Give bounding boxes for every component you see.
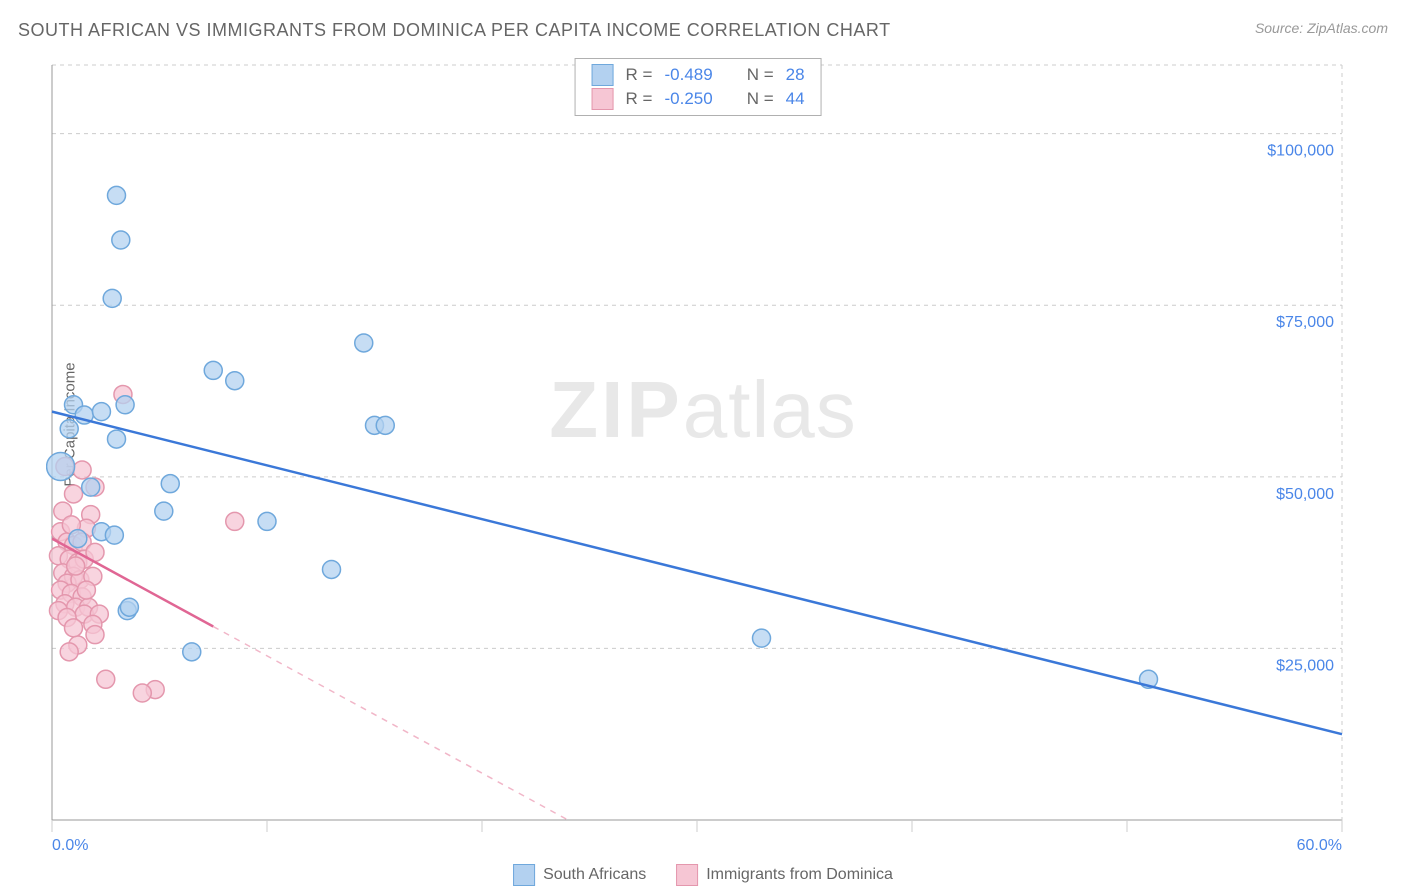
data-point bbox=[120, 598, 138, 616]
stat-r-label: R = bbox=[620, 87, 659, 111]
data-point bbox=[86, 626, 104, 644]
chart-source: Source: ZipAtlas.com bbox=[1255, 20, 1388, 36]
stats-row: R =-0.489 N =28 bbox=[586, 63, 811, 87]
legend-swatch bbox=[592, 64, 614, 86]
stats-table: R =-0.489 N =28 R =-0.250 N =44 bbox=[586, 63, 811, 111]
y-tick-label: $50,000 bbox=[1276, 486, 1334, 503]
data-point bbox=[108, 430, 126, 448]
stat-r-value: -0.489 bbox=[658, 63, 718, 87]
data-point bbox=[65, 485, 83, 503]
data-point bbox=[97, 670, 115, 688]
legend-swatch bbox=[676, 864, 698, 886]
data-point bbox=[92, 403, 110, 421]
data-point bbox=[82, 478, 100, 496]
bottom-legend: South Africans Immigrants from Dominica bbox=[513, 864, 893, 886]
data-point bbox=[60, 420, 78, 438]
data-point bbox=[77, 581, 95, 599]
data-point bbox=[376, 416, 394, 434]
legend-label: South Africans bbox=[543, 866, 646, 883]
data-point bbox=[47, 453, 75, 481]
legend-item: South Africans bbox=[513, 864, 646, 886]
data-point bbox=[226, 372, 244, 390]
legend-swatch bbox=[592, 88, 614, 110]
stats-legend-box: R =-0.489 N =28 R =-0.250 N =44 bbox=[575, 58, 822, 116]
data-point bbox=[258, 512, 276, 530]
data-point bbox=[112, 231, 130, 249]
data-point bbox=[103, 289, 121, 307]
trend-line-dashed bbox=[213, 627, 568, 820]
stat-n-value: 28 bbox=[780, 63, 811, 87]
legend-swatch bbox=[513, 864, 535, 886]
trend-line bbox=[52, 412, 1342, 735]
x-tick-label: 0.0% bbox=[52, 837, 88, 850]
data-point bbox=[108, 186, 126, 204]
chart-container: SOUTH AFRICAN VS IMMIGRANTS FROM DOMINIC… bbox=[0, 0, 1406, 892]
data-point bbox=[73, 461, 91, 479]
data-point bbox=[133, 684, 151, 702]
data-point bbox=[226, 512, 244, 530]
data-point bbox=[69, 530, 87, 548]
data-point bbox=[355, 334, 373, 352]
x-tick-label: 60.0% bbox=[1297, 837, 1342, 850]
stat-n-label: N = bbox=[741, 87, 780, 111]
stats-row: R =-0.250 N =44 bbox=[586, 87, 811, 111]
data-point bbox=[105, 526, 123, 544]
legend-item: Immigrants from Dominica bbox=[676, 864, 893, 886]
data-point bbox=[161, 475, 179, 493]
scatter-chart: $25,000 $50,000 $75,000 $100,000 0.0% 60.0% bbox=[46, 50, 1386, 850]
data-point bbox=[204, 361, 222, 379]
legend-label: Immigrants from Dominica bbox=[706, 866, 893, 883]
stat-n-label: N = bbox=[741, 63, 780, 87]
stat-r-label: R = bbox=[620, 63, 659, 87]
data-point bbox=[116, 396, 134, 414]
data-point bbox=[183, 643, 201, 661]
y-tick-label: $75,000 bbox=[1276, 314, 1334, 331]
data-point bbox=[753, 629, 771, 647]
data-point bbox=[67, 557, 85, 575]
chart-title: SOUTH AFRICAN VS IMMIGRANTS FROM DOMINIC… bbox=[18, 20, 891, 41]
stat-n-value: 44 bbox=[780, 87, 811, 111]
data-point bbox=[65, 619, 83, 637]
y-tick-label: $25,000 bbox=[1276, 657, 1334, 674]
data-point bbox=[323, 560, 341, 578]
data-point bbox=[60, 643, 78, 661]
data-point bbox=[155, 502, 173, 520]
y-tick-label: $100,000 bbox=[1267, 143, 1334, 160]
stat-r-value: -0.250 bbox=[658, 87, 718, 111]
